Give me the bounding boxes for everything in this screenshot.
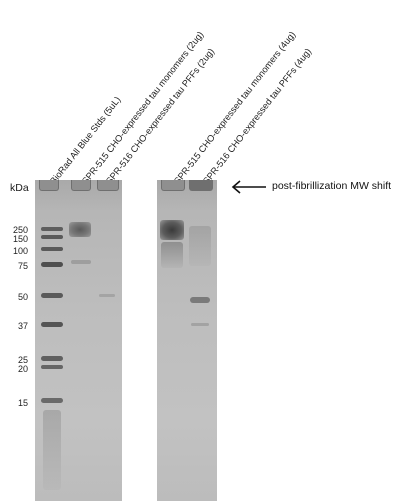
- ladder-band-50: [41, 293, 63, 298]
- lane-label-pffs-2ug: SPR-516 CHO-expressed tau PFFs (2ug): [104, 46, 217, 187]
- ladder-band-25: [41, 356, 63, 361]
- lane-label-pffs-4ug: SPR-516 CHO-expressed tau PFFs (4ug): [201, 46, 314, 187]
- gel-panel-left: [35, 180, 122, 501]
- ladder-band-20: [41, 365, 63, 369]
- faint-band-pffs-4ug: [191, 323, 209, 326]
- gel-panel-right: [157, 180, 217, 501]
- well-pffs-2ug: [97, 180, 119, 191]
- band-pffs-4ug-50kda: [190, 297, 210, 303]
- ladder-band-37: [41, 322, 63, 327]
- smear-monomers-4ug: [161, 242, 183, 268]
- well-monomers-4ug: [161, 180, 185, 191]
- band-monomers-2ug: [69, 222, 91, 237]
- mw-label-150: 150: [12, 234, 28, 244]
- well-pffs-4ug: [189, 180, 213, 191]
- well-stds: [39, 180, 59, 191]
- mw-label-75: 75: [17, 261, 28, 271]
- ladder-smear: [43, 410, 61, 490]
- mw-label-37: 37: [17, 321, 28, 331]
- kda-axis-label: kDa: [10, 182, 29, 194]
- ladder-band-15: [41, 398, 63, 403]
- mw-label-25: 25: [17, 355, 28, 365]
- smear-pffs-4ug: [189, 226, 211, 266]
- faint-band-pffs-2ug: [99, 294, 115, 297]
- mw-label-50: 50: [17, 292, 28, 302]
- well-monomers-2ug: [71, 180, 91, 191]
- band-monomers-4ug: [160, 220, 184, 240]
- mw-label-20: 20: [17, 364, 28, 374]
- mw-label-15: 15: [17, 398, 28, 408]
- mw-label-250: 250: [12, 225, 28, 235]
- ladder-band-150: [41, 235, 63, 239]
- mw-label-100: 100: [12, 246, 28, 256]
- faint-band-monomers-2ug: [71, 260, 91, 264]
- ladder-band-75: [41, 262, 63, 267]
- annotation-text: post-fibrillization MW shift: [272, 180, 392, 192]
- ladder-band-250: [41, 227, 63, 231]
- ladder-band-100: [41, 247, 63, 251]
- left-arrow-icon: [230, 180, 268, 194]
